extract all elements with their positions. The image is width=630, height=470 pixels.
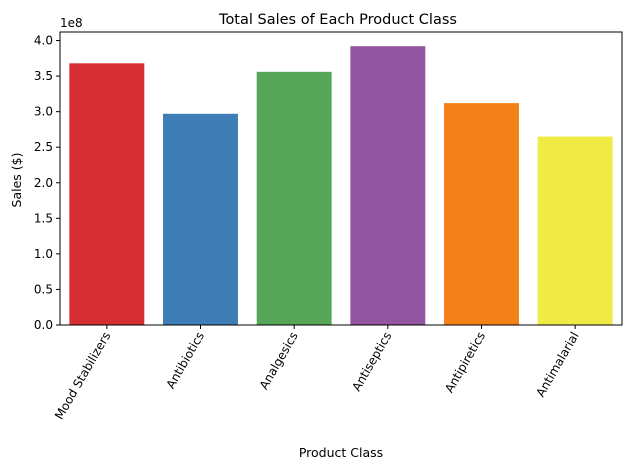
bar-mood-stabilizers <box>69 63 145 326</box>
bar-analgesics <box>256 71 332 325</box>
y-tick-label: 1.5 <box>34 211 53 225</box>
bar-antiseptics <box>350 46 426 326</box>
y-axis-multiplier: 1e8 <box>60 16 83 30</box>
y-axis: 0.0 0.5 1.0 1.5 2.0 2.5 3.0 3.5 4.0 <box>34 34 60 332</box>
x-axis-label: Product Class <box>299 445 383 460</box>
y-tick-label: 0.0 <box>34 318 53 332</box>
bars-group <box>69 46 613 326</box>
bar-antimalarial <box>537 136 613 325</box>
chart-title: Total Sales of Each Product Class <box>218 12 457 28</box>
y-tick-label: 1.0 <box>34 247 53 261</box>
y-tick-label: 2.5 <box>34 140 53 154</box>
bar-antipiretics <box>444 103 519 325</box>
y-axis-label: Sales ($) <box>9 153 24 208</box>
y-tick-label: 2.0 <box>34 176 53 190</box>
plot-frame <box>59 31 623 326</box>
y-tick-label: 3.0 <box>34 105 53 119</box>
y-tick-label: 3.5 <box>34 69 53 83</box>
y-tick-label: 0.5 <box>34 282 53 296</box>
y-tick-label: 4.0 <box>34 34 53 48</box>
bar-antibiotics <box>163 113 238 325</box>
